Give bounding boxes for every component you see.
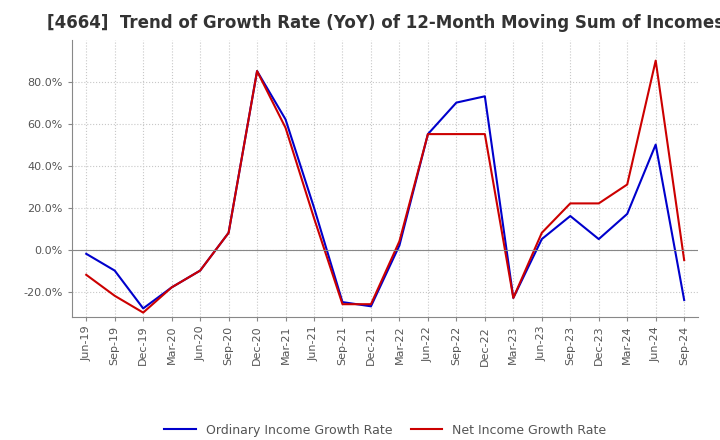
Ordinary Income Growth Rate [452, 100, 461, 105]
Ordinary Income Growth Rate [310, 205, 318, 210]
Title: [4664]  Trend of Growth Rate (YoY) of 12-Month Moving Sum of Incomes: [4664] Trend of Growth Rate (YoY) of 12-… [47, 15, 720, 33]
Net Income Growth Rate [282, 125, 290, 130]
Ordinary Income Growth Rate [338, 300, 347, 305]
Ordinary Income Growth Rate [680, 297, 688, 303]
Net Income Growth Rate [423, 132, 432, 137]
Ordinary Income Growth Rate [566, 213, 575, 219]
Ordinary Income Growth Rate [395, 243, 404, 248]
Net Income Growth Rate [82, 272, 91, 278]
Net Income Growth Rate [338, 301, 347, 307]
Ordinary Income Growth Rate [509, 295, 518, 301]
Net Income Growth Rate [452, 132, 461, 137]
Net Income Growth Rate [566, 201, 575, 206]
Net Income Growth Rate [196, 268, 204, 273]
Ordinary Income Growth Rate [537, 236, 546, 242]
Net Income Growth Rate [537, 230, 546, 235]
Net Income Growth Rate [310, 216, 318, 221]
Ordinary Income Growth Rate [167, 285, 176, 290]
Net Income Growth Rate [395, 238, 404, 244]
Ordinary Income Growth Rate [196, 268, 204, 273]
Ordinary Income Growth Rate [110, 268, 119, 273]
Ordinary Income Growth Rate [595, 236, 603, 242]
Legend: Ordinary Income Growth Rate, Net Income Growth Rate: Ordinary Income Growth Rate, Net Income … [159, 418, 611, 440]
Line: Net Income Growth Rate: Net Income Growth Rate [86, 61, 684, 312]
Net Income Growth Rate [680, 257, 688, 263]
Net Income Growth Rate [167, 285, 176, 290]
Ordinary Income Growth Rate [366, 304, 375, 309]
Net Income Growth Rate [139, 310, 148, 315]
Net Income Growth Rate [225, 230, 233, 235]
Ordinary Income Growth Rate [623, 211, 631, 216]
Ordinary Income Growth Rate [480, 94, 489, 99]
Ordinary Income Growth Rate [652, 142, 660, 147]
Net Income Growth Rate [366, 301, 375, 307]
Ordinary Income Growth Rate [253, 69, 261, 74]
Ordinary Income Growth Rate [82, 251, 91, 257]
Line: Ordinary Income Growth Rate: Ordinary Income Growth Rate [86, 71, 684, 308]
Net Income Growth Rate [253, 69, 261, 74]
Ordinary Income Growth Rate [139, 306, 148, 311]
Net Income Growth Rate [652, 58, 660, 63]
Ordinary Income Growth Rate [423, 132, 432, 137]
Net Income Growth Rate [509, 295, 518, 301]
Net Income Growth Rate [595, 201, 603, 206]
Net Income Growth Rate [110, 293, 119, 298]
Net Income Growth Rate [623, 182, 631, 187]
Ordinary Income Growth Rate [282, 117, 290, 122]
Ordinary Income Growth Rate [225, 230, 233, 235]
Net Income Growth Rate [480, 132, 489, 137]
